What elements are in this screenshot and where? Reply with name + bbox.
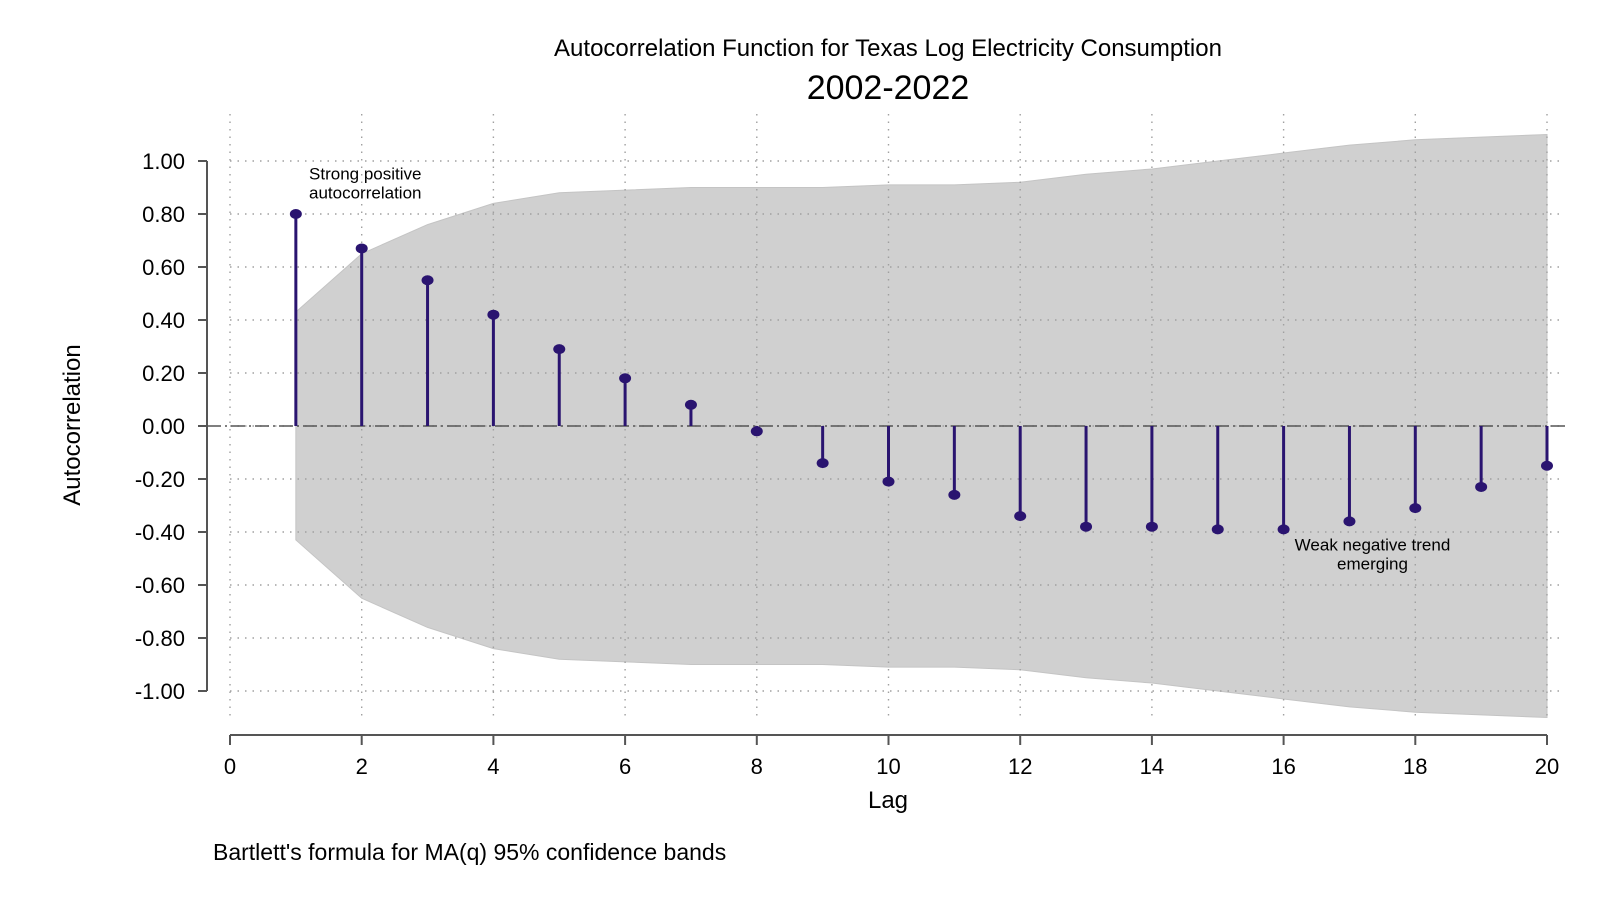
x-tick-label: 8 (751, 754, 763, 779)
x-tick-label: 12 (1008, 754, 1032, 779)
x-tick-label: 18 (1403, 754, 1427, 779)
acf-point (1541, 460, 1553, 471)
acf-point (1343, 516, 1356, 527)
stem-layer (289, 209, 1553, 535)
y-axis-title: Autocorrelation (59, 344, 86, 505)
y-tick-label: -0.40 (135, 520, 185, 545)
x-tick-label: 6 (619, 754, 631, 779)
acf-point (421, 275, 434, 286)
confidence-band-note: Bartlett's formula for MA(q) 95% confide… (213, 839, 726, 865)
acf-point (750, 426, 763, 437)
y-tick-label: -1.00 (135, 679, 185, 704)
annotation-text: Strong positive (309, 165, 421, 184)
axes-layer: 1.00 0.80 0.60 0.40 0.20 0.00 -0.20 -0.40 -0.60 -… (135, 149, 1567, 779)
y-tick-label: -0.20 (135, 467, 185, 492)
acf-point (1014, 511, 1027, 522)
acf-point (882, 476, 895, 487)
x-tick-label: 2 (356, 754, 368, 779)
acf-point (355, 243, 368, 254)
y-tick-label: 0.40 (142, 308, 185, 333)
y-tick-label: 0.80 (142, 202, 185, 227)
annotation-text: emerging (1337, 555, 1408, 574)
acf-point (553, 344, 566, 355)
x-tick-label: 10 (876, 754, 900, 779)
acf-point (1475, 481, 1488, 492)
y-tick-label: 0.60 (142, 255, 185, 280)
acf-point (816, 458, 829, 469)
acf-point (1409, 503, 1422, 514)
acf-point (487, 309, 500, 320)
x-tick-label: 14 (1140, 754, 1164, 779)
y-tick-label: 1.00 (142, 149, 185, 174)
annotation-text: Weak negative trend (1295, 536, 1451, 555)
acf-point (619, 373, 632, 384)
chart-subtitle: 2002-2022 (807, 69, 970, 107)
x-tick-label: 0 (224, 754, 236, 779)
x-tick-label: 16 (1271, 754, 1295, 779)
acf-point (1277, 524, 1290, 535)
x-tick-label: 20 (1535, 754, 1559, 779)
y-tick-label: 0.00 (142, 414, 185, 439)
y-tick-label: -0.80 (135, 626, 185, 651)
y-tick-label: 0.20 (142, 361, 185, 386)
acf-point (1211, 524, 1224, 535)
y-tick-label: -0.60 (135, 573, 185, 598)
annotation-text: autocorrelation (309, 184, 421, 203)
x-axis-title: Lag (868, 787, 908, 814)
acf-point (289, 209, 302, 219)
acf-point (1080, 521, 1093, 532)
x-tick-label: 4 (487, 754, 499, 779)
acf-point (948, 489, 961, 500)
acf-point (1145, 521, 1158, 532)
acf-point (684, 399, 697, 410)
chart-title: Autocorrelation Function for Texas Log E… (554, 35, 1222, 62)
